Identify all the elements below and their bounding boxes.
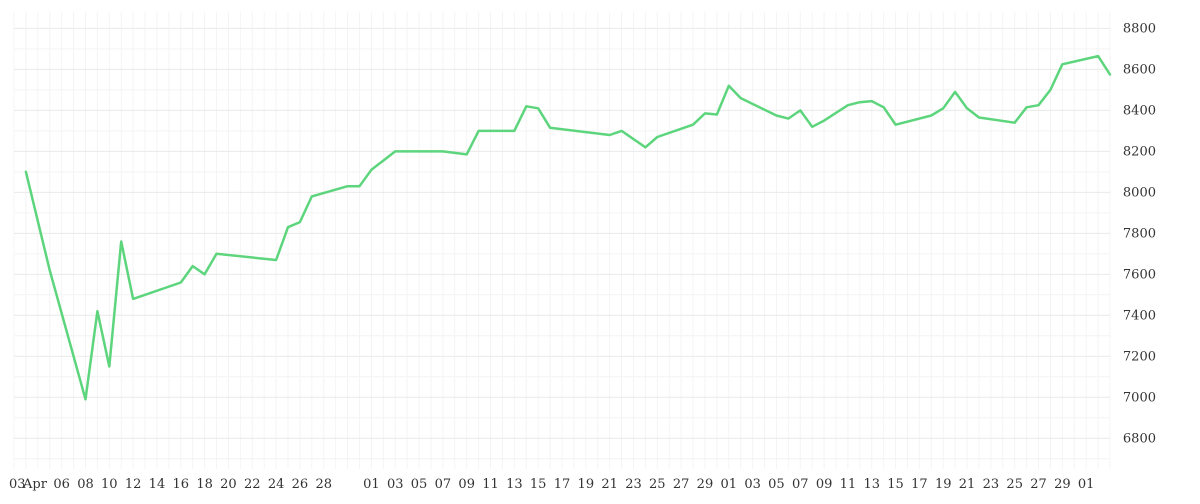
x-tick-label: 21: [959, 477, 976, 492]
x-tick-label: 19: [578, 477, 595, 492]
x-tick-label: 09: [458, 477, 475, 492]
x-tick-label: 03: [9, 477, 26, 492]
x-tick-label: 23: [625, 477, 642, 492]
x-tick-label: 15: [887, 477, 904, 492]
x-tick-label: 22: [244, 477, 261, 492]
x-tick-label: 05: [411, 477, 428, 492]
x-tick-label: 21: [601, 477, 618, 492]
x-tick-label: 23: [983, 477, 1000, 492]
x-tick-label: 01: [1078, 477, 1095, 492]
x-tick-label: 06: [53, 477, 70, 492]
x-tick-label: 08: [77, 477, 94, 492]
y-tick-label: 7000: [1123, 390, 1156, 405]
x-tick-label: 26: [292, 477, 309, 492]
x-tick-label: 28: [315, 477, 332, 492]
y-tick-label: 8200: [1123, 144, 1156, 159]
x-tick-label: 17: [554, 477, 571, 492]
x-tick-label: 13: [863, 477, 880, 492]
y-tick-label: 8000: [1123, 185, 1156, 200]
grid: [13, 12, 1111, 469]
y-tick-label: 7400: [1123, 308, 1156, 323]
x-tick-label: 11: [482, 477, 499, 492]
x-tick-label: 20: [220, 477, 237, 492]
x-tick-label: 12: [125, 477, 142, 492]
x-tick-label: 07: [792, 477, 809, 492]
x-tick-label: 24: [268, 477, 285, 492]
x-tick-label: 27: [1030, 477, 1047, 492]
y-tick-label: 8400: [1123, 103, 1156, 118]
x-tick-label: 11: [840, 477, 857, 492]
y-tick-label: 8800: [1123, 21, 1156, 36]
x-tick-label: 14: [149, 477, 166, 492]
x-tick-label: 25: [1006, 477, 1023, 492]
x-tick-label: 17: [911, 477, 928, 492]
series-line: [24, 54, 1112, 401]
x-tick-label: 03: [387, 477, 404, 492]
x-tick-label: 18: [196, 477, 213, 492]
y-tick-label: 6800: [1123, 431, 1156, 446]
x-tick-label: 25: [649, 477, 666, 492]
x-tick-label: 19: [935, 477, 952, 492]
x-tick-label: 16: [173, 477, 190, 492]
x-tick-label: 01: [721, 477, 738, 492]
y-tick-label: 7800: [1123, 226, 1156, 241]
y-tick-label: 7600: [1123, 267, 1156, 282]
y-tick-label: 8600: [1123, 62, 1156, 77]
x-tick-label: Apr: [22, 477, 48, 492]
x-tick-label: 13: [506, 477, 523, 492]
x-tick-label: 27: [673, 477, 690, 492]
x-tick-label: 05: [768, 477, 785, 492]
x-tick-label: 29: [1054, 477, 1071, 492]
series-layer: [24, 54, 1112, 401]
x-tick-label: 15: [530, 477, 547, 492]
x-tick-label: 01: [363, 477, 380, 492]
y-tick-label: 7200: [1123, 349, 1156, 364]
x-tick-label: 10: [101, 477, 118, 492]
x-tick-label: 29: [697, 477, 714, 492]
x-tick-label: 07: [435, 477, 452, 492]
x-tick-label: 09: [816, 477, 833, 492]
x-tick-label: 03: [744, 477, 761, 492]
y-axis: 6800 7000 7200 7400 7600 7800 8000 8200 8400 8600…: [1123, 21, 1156, 446]
